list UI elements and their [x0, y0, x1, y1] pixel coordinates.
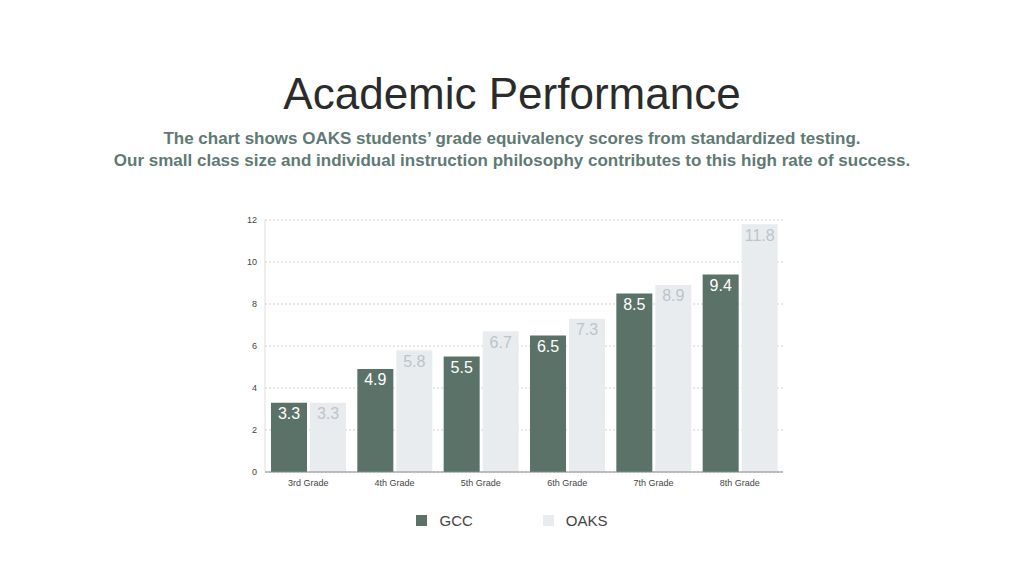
svg-text:8.9: 8.9 [662, 287, 684, 304]
svg-text:8.5: 8.5 [623, 296, 645, 313]
svg-text:2: 2 [252, 425, 257, 435]
svg-text:4th Grade: 4th Grade [374, 478, 414, 488]
svg-text:6: 6 [252, 341, 257, 351]
svg-text:7th Grade: 7th Grade [633, 478, 673, 488]
svg-text:8th Grade: 8th Grade [720, 478, 760, 488]
html-text:Academic Performance: Academic Performance [283, 69, 741, 118]
svg-text:3rd Grade: 3rd Grade [288, 478, 329, 488]
svg-text:8: 8 [252, 299, 257, 309]
html-text:The chart shows OAKS students’: The chart shows OAKS students’ grade equ… [163, 129, 861, 148]
svg-text:5.5: 5.5 [451, 359, 473, 376]
svg-text:9.4: 9.4 [710, 277, 732, 294]
svg-text:6.7: 6.7 [490, 334, 512, 351]
svg-text:10: 10 [247, 257, 257, 267]
svg-text:0: 0 [252, 467, 257, 477]
html-text:OAKS: OAKS [565, 512, 608, 529]
svg-text:5.8: 5.8 [403, 353, 425, 370]
svg-text:3.3: 3.3 [317, 405, 339, 422]
svg-text:3.3: 3.3 [278, 405, 300, 422]
svg-text:7.3: 7.3 [576, 321, 598, 338]
svg-text:11.8: 11.8 [745, 227, 775, 244]
svg-text:5th Grade: 5th Grade [461, 478, 501, 488]
svg-text:4: 4 [252, 383, 257, 393]
svg-text:6.5: 6.5 [537, 338, 559, 355]
html-text:GCC: GCC [439, 512, 473, 529]
svg-text:6th Grade: 6th Grade [547, 478, 587, 488]
svg-text:4.9: 4.9 [364, 371, 386, 388]
html-text:Our small class size and indiv: Our small class size and individual inst… [113, 151, 911, 170]
svg-text:12: 12 [247, 215, 257, 225]
